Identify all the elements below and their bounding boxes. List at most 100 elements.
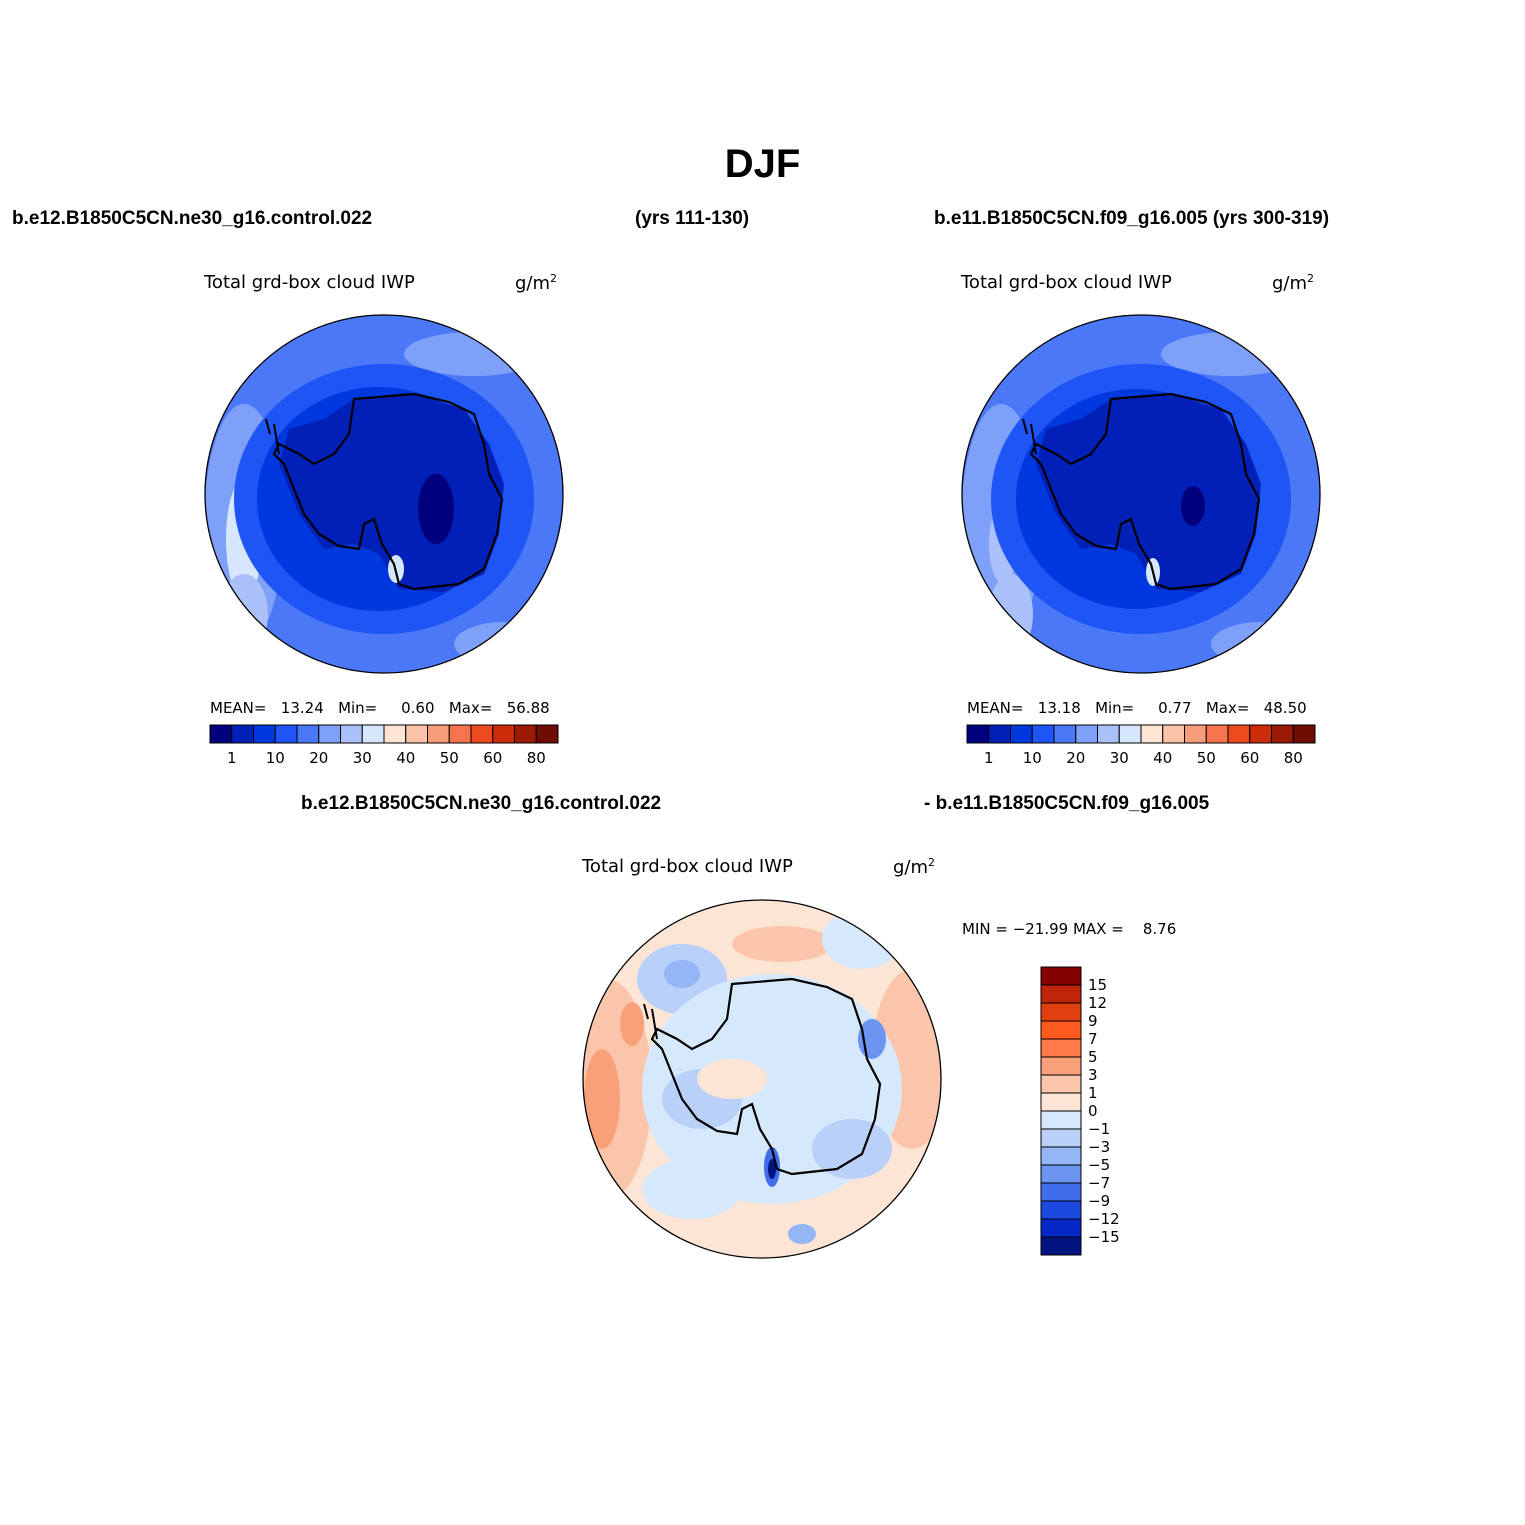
colorbar-swatch: [1184, 724, 1207, 744]
panel1-variable-title: Total grd-box cloud IWP: [204, 272, 415, 293]
colorbar-tick-label: −9: [1088, 1192, 1110, 1210]
colorbar-tick-label: 1: [1088, 1084, 1098, 1102]
colorbar-swatch: [988, 724, 1011, 744]
colorbar-tick-label: 60: [483, 749, 502, 767]
colorbar-swatch: [470, 724, 494, 744]
panel2-stats: MEAN= 13.18 Min= 0.77 Max= 48.50: [967, 699, 1307, 717]
colorbar-tick-label: 9: [1088, 1012, 1098, 1030]
colorbar-swatch: [1040, 1074, 1082, 1094]
colorbar-tick-label: −3: [1088, 1138, 1110, 1156]
colorbar-swatch: [1249, 724, 1272, 744]
colorbar-swatch: [1205, 724, 1229, 744]
colorbar-tick-label: −15: [1088, 1228, 1120, 1246]
colorbar-tick-label: 20: [309, 749, 328, 767]
colorbar-swatch: [1040, 1182, 1082, 1202]
colorbar-tick-label: 0: [1088, 1102, 1098, 1120]
colorbar-swatch: [274, 724, 298, 744]
diff-polar-map: [582, 899, 942, 1259]
colorbar-swatch: [427, 724, 450, 744]
colorbar-swatch: [1040, 1110, 1082, 1130]
colorbar-tick-label: 40: [1153, 749, 1172, 767]
colorbar-tick-label: 50: [440, 749, 459, 767]
panel2-variable-title: Total grd-box cloud IWP: [961, 272, 1172, 293]
colorbar-swatch: [1040, 1020, 1082, 1040]
colorbar-swatch: [361, 724, 385, 744]
colorbar-swatch: [1040, 966, 1082, 986]
colorbar-tick-label: 80: [1284, 749, 1303, 767]
colorbar-swatch: [1140, 724, 1164, 744]
colorbar-tick-label: 50: [1197, 749, 1216, 767]
colorbar-swatch: [448, 724, 472, 744]
colorbar-swatch: [231, 724, 254, 744]
colorbar-tick-label: 80: [527, 749, 546, 767]
colorbar-swatch: [1010, 724, 1033, 744]
colorbar-swatch: [1040, 1164, 1082, 1184]
colorbar-tick-label: 1: [227, 749, 237, 767]
colorbar-tick-label: 30: [1110, 749, 1129, 767]
colorbar-swatch: [1040, 1128, 1082, 1148]
colorbar-swatch: [1040, 1092, 1082, 1112]
case2-label: b.e11.B1850C5CN.f09_g16.005 (yrs 300-319…: [934, 208, 1330, 229]
diff-minmax: MIN = −21.99 MAX = 8.76: [962, 920, 1177, 938]
colorbar-swatch: [966, 724, 990, 744]
page-title: DJF: [724, 142, 801, 186]
colorbar-swatch: [535, 724, 559, 744]
colorbar-swatch: [1040, 1146, 1082, 1166]
case1-label: b.e12.B1850C5CN.ne30_g16.control.022: [12, 208, 373, 229]
colorbar-tick-label: 20: [1066, 749, 1085, 767]
colorbar-swatch: [514, 724, 537, 744]
colorbar-swatch: [1053, 724, 1077, 744]
panel1-polar-map: [204, 314, 564, 674]
diff-case-b: - b.e11.B1850C5CN.f09_g16.005: [924, 793, 1210, 814]
colorbar-swatch: [1040, 1038, 1082, 1058]
colorbar-swatch: [383, 724, 407, 744]
diff-case-a: b.e12.B1850C5CN.ne30_g16.control.022: [301, 793, 662, 814]
colorbar-swatch: [340, 724, 363, 744]
diff-variable-title: Total grd-box cloud IWP: [582, 856, 793, 877]
colorbar-swatch: [1118, 724, 1142, 744]
colorbar-tick-label: 40: [396, 749, 415, 767]
colorbar-tick-label: 30: [353, 749, 372, 767]
colorbar-swatch: [405, 724, 428, 744]
panel1-colorbar: 1 10 20 30 40 50 60 80: [209, 724, 559, 767]
colorbar-tick-label: −1: [1088, 1120, 1110, 1138]
colorbar-swatch: [253, 724, 276, 744]
colorbar-swatch: [1097, 724, 1120, 744]
panel2-colorbar: 1 10 20 30 40 50 60 80: [966, 724, 1316, 767]
diff-units: g/m2: [893, 856, 936, 878]
case1-years: (yrs 111-130): [635, 208, 750, 229]
colorbar-tick-label: 60: [1240, 749, 1259, 767]
colorbar-swatch: [1040, 1056, 1082, 1076]
colorbar-swatch: [1227, 724, 1251, 744]
colorbar-swatch: [1162, 724, 1185, 744]
colorbar-swatch: [1040, 1218, 1082, 1238]
colorbar-tick-label: 10: [1023, 749, 1042, 767]
colorbar-tick-label: 5: [1088, 1048, 1098, 1066]
colorbar-swatch: [1040, 1200, 1082, 1220]
panel1-units: g/m2: [515, 272, 558, 294]
colorbar-swatch: [492, 724, 515, 744]
colorbar-swatch: [318, 724, 341, 744]
panel1-stats: MEAN= 13.24 Min= 0.60 Max= 56.88: [210, 699, 550, 717]
colorbar-swatch: [1040, 1236, 1082, 1256]
colorbar-tick-label: −7: [1088, 1174, 1110, 1192]
colorbar-swatch: [1075, 724, 1098, 744]
colorbar-swatch: [1040, 984, 1082, 1004]
colorbar-tick-label: 12: [1088, 994, 1107, 1012]
colorbar-tick-label: 3: [1088, 1066, 1098, 1084]
colorbar-tick-label: 10: [266, 749, 285, 767]
colorbar-swatch: [1292, 724, 1316, 744]
colorbar-tick-label: 7: [1088, 1030, 1098, 1048]
colorbar-swatch: [209, 724, 233, 744]
colorbar-swatch: [296, 724, 320, 744]
colorbar-swatch: [1271, 724, 1294, 744]
colorbar-swatch: [1040, 1002, 1082, 1022]
colorbar-tick-label: −12: [1088, 1210, 1120, 1228]
colorbar-tick-label: 1: [984, 749, 994, 767]
panel2-units: g/m2: [1272, 272, 1315, 294]
colorbar-swatch: [1031, 724, 1055, 744]
panel2-polar-map: [961, 314, 1321, 674]
colorbar-tick-label: 15: [1088, 976, 1107, 994]
colorbar-tick-label: −5: [1088, 1156, 1110, 1174]
